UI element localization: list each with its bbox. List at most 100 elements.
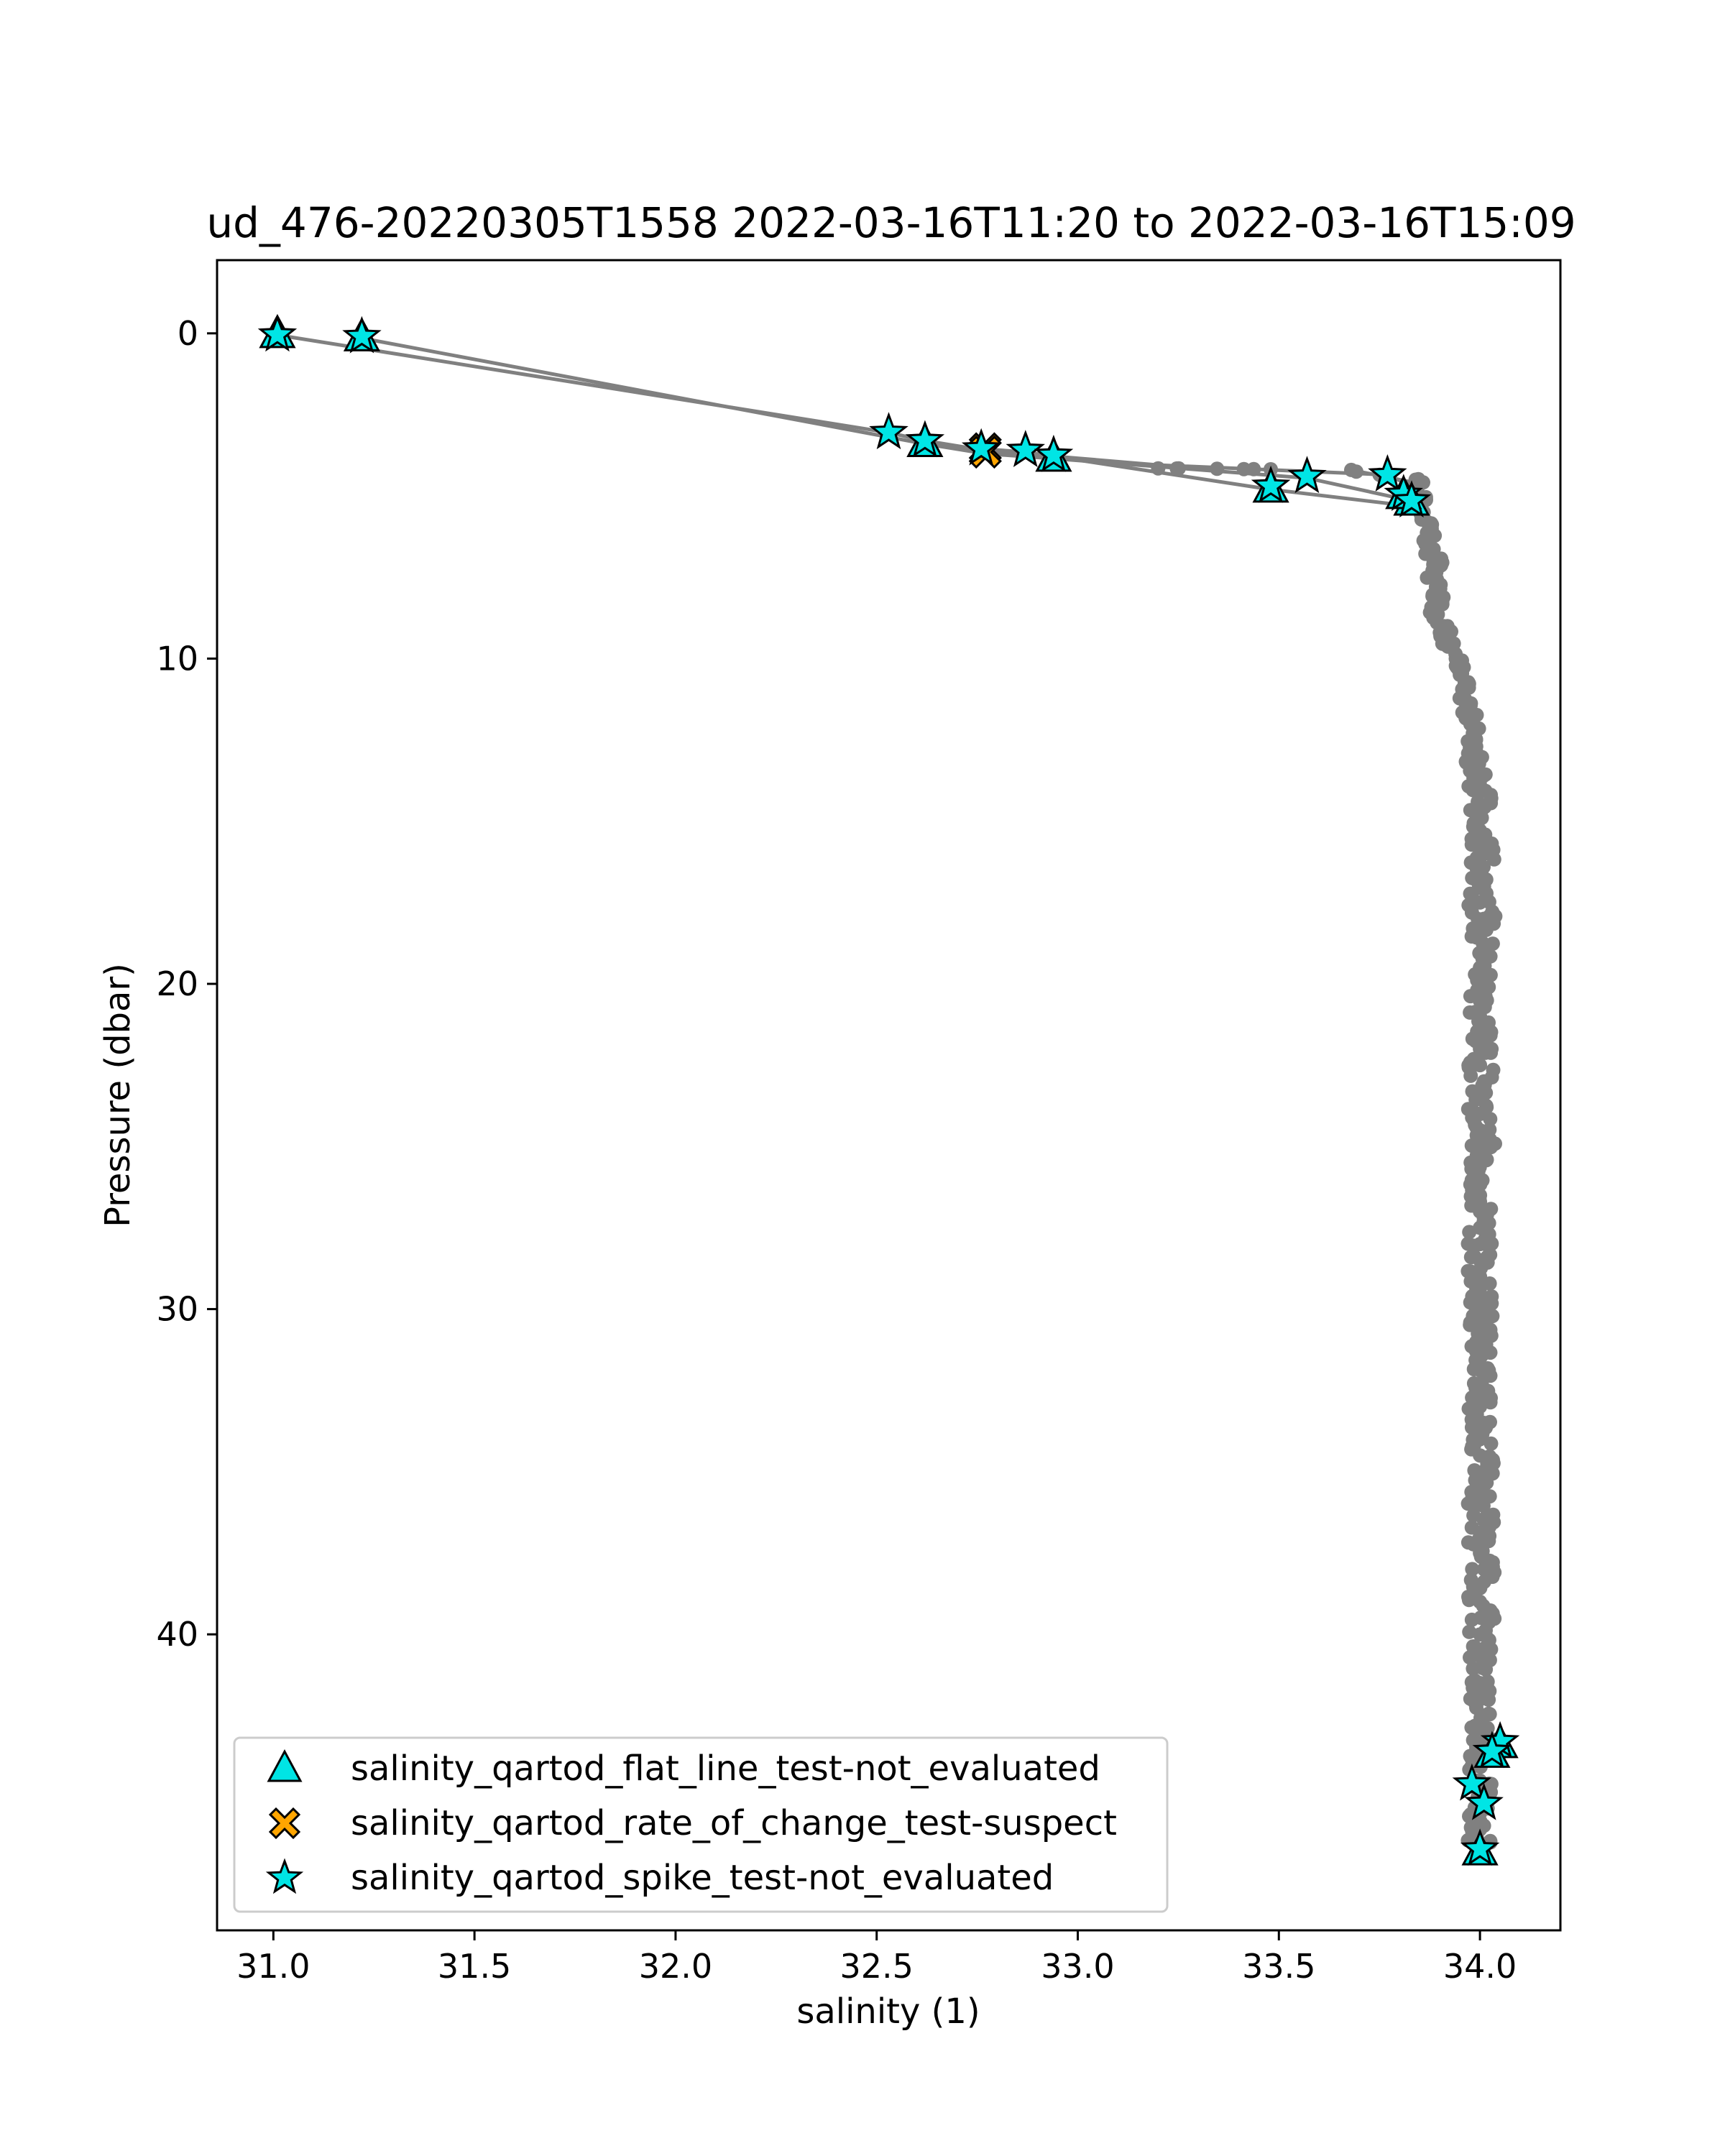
y-tick-label: 10 bbox=[156, 639, 198, 678]
legend-label-rate-of-change: salinity_qartod_rate_of_change_test-susp… bbox=[351, 1803, 1117, 1843]
spike-marker bbox=[1460, 1828, 1500, 1866]
spike-marker bbox=[342, 315, 382, 354]
profile-point bbox=[1483, 1395, 1498, 1410]
profile-point bbox=[1465, 1439, 1480, 1454]
spike-marker bbox=[1287, 456, 1327, 494]
profile-point bbox=[1463, 1189, 1478, 1204]
profile-point bbox=[1478, 1628, 1494, 1644]
legend-marker-flat-line bbox=[267, 1749, 303, 1782]
profile-point bbox=[1462, 1624, 1477, 1639]
x-axis: 31.0 31.5 32.0 32.5 33.0 33.5 34.0 bbox=[236, 1930, 1517, 1986]
profile-point bbox=[1463, 1250, 1478, 1265]
spike-marker bbox=[1034, 434, 1074, 472]
profile-point bbox=[1486, 1566, 1501, 1580]
profile-point bbox=[1486, 1062, 1501, 1077]
legend-marker-rate-of-change bbox=[268, 1807, 301, 1840]
profile-point bbox=[1476, 1222, 1491, 1237]
profile-point bbox=[1475, 1173, 1490, 1188]
profile-point bbox=[1483, 1368, 1498, 1383]
axes-frame bbox=[216, 259, 1562, 1932]
profile-point bbox=[1478, 1085, 1494, 1100]
profile-point bbox=[1485, 1309, 1500, 1324]
profile-point bbox=[1479, 1100, 1494, 1115]
profile-point bbox=[1469, 930, 1484, 945]
legend-triangle-icon bbox=[267, 1749, 303, 1782]
profile-point bbox=[1476, 977, 1490, 991]
profile-point bbox=[1481, 1383, 1496, 1399]
profile-point bbox=[1464, 1339, 1479, 1354]
profile-point bbox=[1478, 1662, 1494, 1677]
profile-point bbox=[1466, 1589, 1481, 1604]
profile-point bbox=[1482, 1449, 1497, 1464]
profile-point bbox=[1483, 1112, 1498, 1127]
legend-label-flat-line: salinity_qartod_flat_line_test-not_evalu… bbox=[351, 1749, 1100, 1789]
profile-point bbox=[1468, 1721, 1483, 1736]
profile-point bbox=[1464, 1612, 1479, 1627]
profile-point bbox=[1476, 769, 1491, 783]
profile-point bbox=[1466, 1112, 1481, 1128]
profile-point bbox=[1476, 1598, 1491, 1613]
spike-marker bbox=[1251, 465, 1291, 503]
profile-point bbox=[1463, 1650, 1477, 1665]
spike-marker bbox=[1006, 430, 1045, 467]
legend-star-icon bbox=[265, 1858, 304, 1894]
profile-point bbox=[1473, 1814, 1488, 1829]
x-tick-label: 31.0 bbox=[236, 1947, 310, 1986]
profile-point bbox=[1442, 635, 1457, 650]
y-axis-label: Pressure (dbar) bbox=[98, 963, 138, 1227]
legend-frame bbox=[233, 1736, 1169, 1913]
profile-point bbox=[1468, 1033, 1483, 1049]
legend-marker-spike bbox=[265, 1858, 304, 1894]
profile-point bbox=[1463, 855, 1478, 870]
x-tick-label: 32.5 bbox=[840, 1947, 914, 1986]
profile-point bbox=[1461, 1058, 1476, 1073]
profile-point bbox=[1481, 1534, 1496, 1549]
profile-point bbox=[1477, 800, 1492, 815]
profile-point bbox=[1468, 1401, 1484, 1416]
spike-marker bbox=[1368, 454, 1407, 492]
profile-point bbox=[1465, 1271, 1480, 1286]
profile-point bbox=[1484, 1436, 1499, 1451]
x-tick-label: 32.0 bbox=[639, 1947, 712, 1986]
spike-marker bbox=[257, 314, 298, 352]
profile-point bbox=[1459, 755, 1473, 770]
x-tick-label: 33.5 bbox=[1242, 1947, 1315, 1986]
profile-line bbox=[981, 447, 1408, 508]
profile-point bbox=[1171, 461, 1186, 476]
profile-point bbox=[1463, 803, 1478, 818]
y-tick-label: 30 bbox=[156, 1290, 198, 1329]
chart-title: ud_476-20220305T1558 2022-03-16T11:20 to… bbox=[206, 198, 1576, 247]
spike-marker bbox=[1392, 480, 1432, 518]
profile-point bbox=[1468, 1092, 1484, 1107]
profile-point bbox=[1468, 739, 1484, 754]
profile-point bbox=[1460, 678, 1475, 693]
profile-point bbox=[1481, 1692, 1496, 1708]
profile-point bbox=[1460, 1535, 1476, 1550]
profile-point bbox=[1421, 543, 1436, 558]
profile-point bbox=[1473, 1549, 1489, 1565]
profile-point bbox=[1481, 1238, 1496, 1253]
plot-area bbox=[257, 313, 1520, 1866]
spike-marker bbox=[1464, 1782, 1504, 1820]
profile-point bbox=[1478, 1074, 1493, 1089]
spike-marker bbox=[961, 428, 1001, 466]
x-tick-label: 33.0 bbox=[1041, 1947, 1114, 1986]
profile-point bbox=[1472, 1160, 1487, 1175]
profile-point bbox=[1477, 1000, 1492, 1015]
spike-marker bbox=[905, 420, 945, 458]
profile-point bbox=[1484, 1296, 1499, 1311]
profile-point bbox=[1210, 461, 1225, 476]
profile-point bbox=[1481, 1015, 1496, 1030]
y-tick-label: 40 bbox=[156, 1615, 198, 1654]
profile-point bbox=[1464, 1520, 1479, 1535]
profile-point bbox=[1462, 1225, 1477, 1240]
legend: salinity_qartod_flat_line_test-not_evalu… bbox=[233, 1736, 1169, 1913]
profile-point bbox=[1485, 904, 1500, 919]
profile-point bbox=[1486, 852, 1501, 867]
profile-point bbox=[1482, 1519, 1497, 1534]
spike-marker bbox=[1472, 1731, 1512, 1769]
profile-point bbox=[1420, 570, 1435, 585]
profile-point bbox=[1455, 705, 1470, 720]
profile-point bbox=[1476, 1256, 1491, 1271]
profile-point bbox=[1236, 461, 1251, 476]
